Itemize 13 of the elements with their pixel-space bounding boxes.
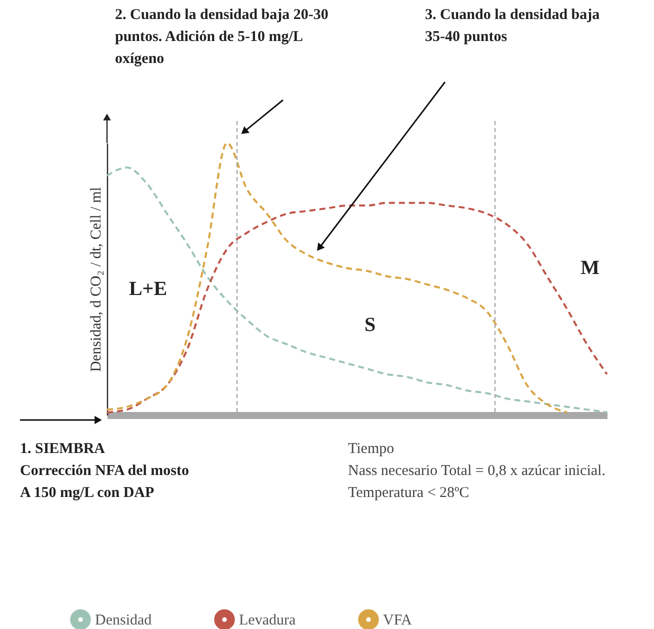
text: 2. Cuando la densidad baja 20-30 puntos. Adición de 5-10 mg/L oxígeno [115, 7, 328, 67]
legend-label: Densidad [95, 612, 152, 629]
legend-label: Levadura [239, 612, 296, 629]
text: Temperatura < 28ºC [348, 485, 470, 501]
text: 3. Cuando la densidad baja 35-40 puntos [425, 7, 600, 45]
text: 1. SIEMBRA Corrección NFA del mosto A 150 mg/L con DAP [20, 441, 189, 501]
annotation: L+E [128, 278, 168, 300]
legend-label: VFA [383, 612, 412, 629]
annotation: S [364, 314, 376, 336]
text: Nass necesario Total = 0,8 x azúcar inicial. [348, 463, 606, 479]
annotation: M [580, 257, 600, 279]
x-axis-title: Tiempo [348, 441, 394, 457]
y-axis-title: Densidad, d CO₂ / dt, Cell / ml [88, 187, 104, 372]
